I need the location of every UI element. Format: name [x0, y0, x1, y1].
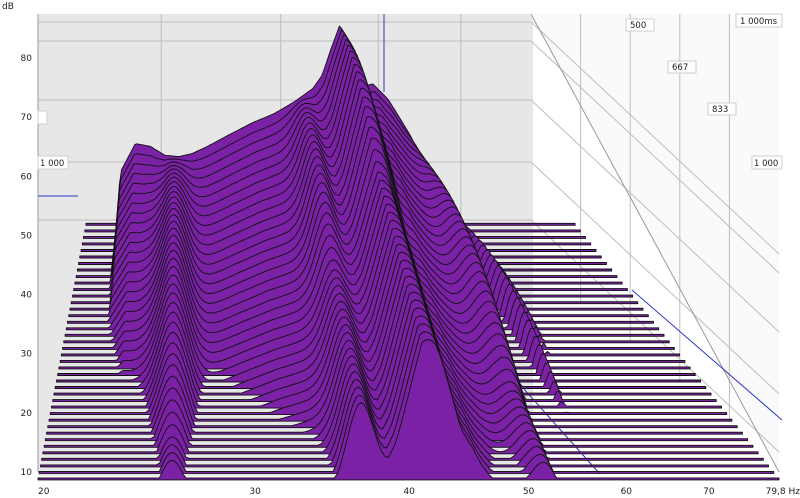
slices-group: [37, 25, 780, 481]
side-label-right: 1 000: [754, 159, 778, 169]
side-label-left: 1 000: [40, 159, 64, 169]
side-gridline: [530, 21, 780, 255]
y-tick-label: 80: [21, 54, 33, 64]
top-margin: [531, 0, 800, 14]
x-tick-label: 60: [621, 487, 633, 497]
x-tick-label: 20: [38, 487, 50, 497]
y-tick-label: 20: [21, 409, 33, 419]
z-tick-box: [667, 60, 697, 74]
z-tick-label: 833: [712, 105, 728, 115]
z-tick-label: 500: [630, 21, 646, 31]
x-tick-label: 30: [249, 487, 261, 497]
y-tick-label: 30: [21, 350, 33, 360]
z-tick-label: 667: [672, 63, 688, 73]
y-tick-label: 50: [21, 231, 33, 241]
x-tick-label: 40: [403, 487, 415, 497]
side-label-box: [751, 155, 783, 170]
marker-diagonal: [631, 289, 783, 421]
z-corner-box: [735, 13, 783, 28]
y-tick-label: 40: [21, 291, 33, 301]
x-tick-label: 50: [523, 487, 535, 497]
z-corner-label: 1 000ms: [740, 17, 778, 27]
slice-40: [37, 339, 780, 481]
side-gridline: [530, 161, 780, 395]
x-tick-label: 70: [703, 487, 715, 497]
y-tick-label: 70: [21, 113, 33, 123]
z-tick-box: [707, 102, 737, 116]
side-gridline: [530, 40, 780, 274]
side-label-box: [37, 155, 69, 170]
x-tick-label: 79,8 Hz: [766, 487, 800, 497]
side-gridline: [530, 99, 780, 333]
y-tick-label: 60: [21, 172, 33, 182]
small-marker-box: [37, 110, 48, 125]
side-edge: [530, 13, 780, 473]
y-tick-label: 10: [21, 468, 33, 478]
z-tick-box: [625, 18, 655, 32]
y-axis-label: dB: [2, 2, 14, 12]
